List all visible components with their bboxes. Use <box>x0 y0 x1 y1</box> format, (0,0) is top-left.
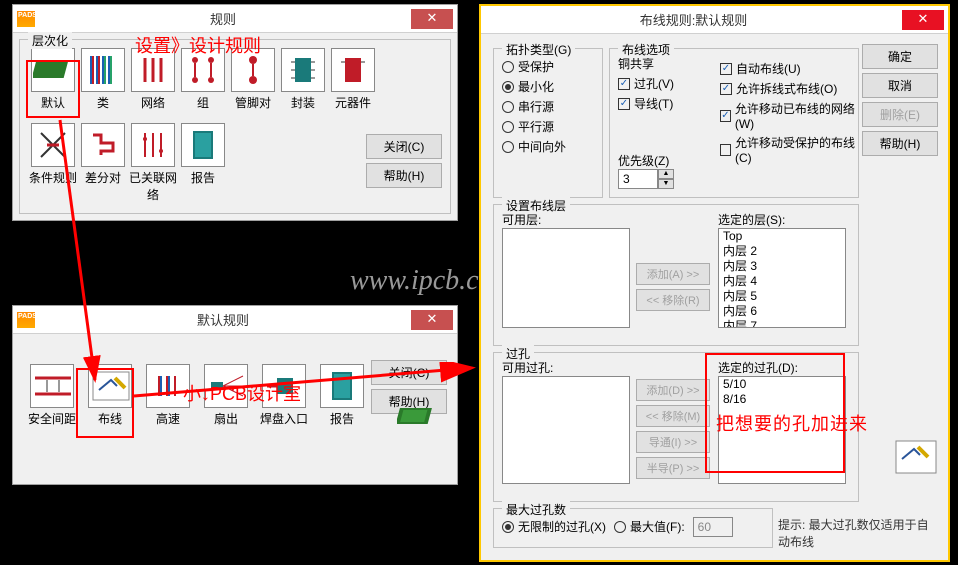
ok-button[interactable]: 确定 <box>862 44 938 69</box>
max-vias-group: 最大过孔数 无限制的过孔(X) 最大值(F): <box>493 508 773 548</box>
remove-layer-button[interactable]: << 移除(R) <box>636 289 710 311</box>
rule-icon-布线[interactable] <box>88 364 132 408</box>
rule-label: 元器件 <box>328 94 378 111</box>
maxval-input[interactable] <box>693 517 733 537</box>
titlebar: PADS 默认规则 ✕ <box>13 306 457 334</box>
help-button[interactable]: 帮助(H) <box>862 131 938 156</box>
routing-rules-dialog: 布线规则:默认规则 ✕ 确定 取消 删除(E) 帮助(H) 拓扑类型(G) 受保… <box>479 4 950 562</box>
topo-radio[interactable]: 中间向外 <box>502 138 594 155</box>
watermark-text: www.ipcb.cn <box>350 265 493 297</box>
rule-label: 焊盘入口 <box>255 410 313 427</box>
dialog-title: 布线规则:默认规则 <box>485 10 902 29</box>
hand-draw-icon <box>894 439 938 480</box>
pcb-chip-icon <box>397 404 437 433</box>
rule-label: 已关联网络 <box>128 169 178 203</box>
rule-label: 安全间距 <box>23 410 81 427</box>
dialog-title: 默认规则 <box>35 310 411 329</box>
ripup-checkbox[interactable]: 允许拆线式布线(O) <box>720 80 858 97</box>
group-label: 最大过孔数 <box>502 501 570 518</box>
close-icon[interactable]: ✕ <box>411 310 453 330</box>
dialog-title: 规则 <box>35 9 411 28</box>
close-button[interactable]: 关闭(C) <box>366 134 442 159</box>
close-icon[interactable]: ✕ <box>902 10 944 30</box>
rule-icon-报告[interactable] <box>320 364 364 408</box>
sel-layers-label: 选定的层(S): <box>718 211 846 228</box>
rule-icon-扇出[interactable] <box>204 364 248 408</box>
rule-label: 报告 <box>178 169 228 186</box>
add-via-button[interactable]: 添加(D) >> <box>636 379 710 401</box>
rule-label: 默认 <box>28 94 78 111</box>
rule-label: 封装 <box>278 94 328 111</box>
rule-icon-报告[interactable] <box>181 123 225 167</box>
rule-label: 差分对 <box>78 169 128 186</box>
delete-button[interactable]: 删除(E) <box>862 102 938 127</box>
group-label: 布线选项 <box>618 41 674 58</box>
close-icon[interactable]: ✕ <box>411 9 453 29</box>
shove-checkbox[interactable]: 允许移动已布线的网络(W) <box>720 100 858 131</box>
topo-radio[interactable]: 受保护 <box>502 58 594 75</box>
add-layer-button[interactable]: 添加(A) >> <box>636 263 710 285</box>
rule-icon-封装[interactable] <box>281 48 325 92</box>
vias-group: 过孔 可用过孔: 添加(D) >> << 移除(M) 导通(I) >> 半导(P… <box>493 352 859 502</box>
rule-label: 管脚对 <box>228 94 278 111</box>
routing-options-group: 布线选项 铜共享 过孔(V) 导线(T) 自动布线(U) 允许拆线式布线(O) … <box>609 48 859 198</box>
hint-text: 提示: 最大过孔数仅适用于自动布线 <box>778 516 938 550</box>
sel-vias-label: 选定的过孔(D): <box>718 359 846 376</box>
rule-label: 条件规则 <box>28 169 78 186</box>
priority-spinner[interactable]: ▲▼ <box>618 169 674 189</box>
rule-label: 类 <box>78 94 128 111</box>
rule-label: 网络 <box>128 94 178 111</box>
app-icon: PADS <box>17 312 35 328</box>
rule-icon-网络[interactable] <box>131 48 175 92</box>
unlimited-radio[interactable]: 无限制的过孔(X) <box>502 518 606 535</box>
titlebar: 布线规则:默认规则 ✕ <box>481 6 948 34</box>
partial-button[interactable]: 半导(P) >> <box>636 457 710 479</box>
rule-icon-类[interactable] <box>81 48 125 92</box>
protected-checkbox[interactable]: 允许移动受保护的布线(C) <box>720 134 858 165</box>
help-button[interactable]: 帮助(H) <box>366 163 442 188</box>
rule-icon-安全间距[interactable] <box>30 364 74 408</box>
rule-icon-已关联网络[interactable] <box>131 123 175 167</box>
rule-icon-条件规则[interactable] <box>31 123 75 167</box>
maxval-radio[interactable]: 最大值(F): <box>614 518 685 535</box>
remove-via-button[interactable]: << 移除(M) <box>636 405 710 427</box>
rule-icon-管脚对[interactable] <box>231 48 275 92</box>
rule-icon-默认[interactable] <box>31 48 75 92</box>
rule-icon-组[interactable] <box>181 48 225 92</box>
rule-icon-高速[interactable] <box>146 364 190 408</box>
titlebar: PADS 规则 ✕ <box>13 5 457 33</box>
rule-label: 扇出 <box>197 410 255 427</box>
cancel-button[interactable]: 取消 <box>862 73 938 98</box>
avail-layers-list[interactable] <box>502 228 630 328</box>
topology-group: 拓扑类型(G) 受保护最小化串行源平行源中间向外 <box>493 48 603 198</box>
avail-vias-list[interactable] <box>502 376 630 484</box>
rule-label: 报告 <box>313 410 371 427</box>
topo-radio[interactable]: 串行源 <box>502 98 594 115</box>
hierarchy-group: 层次化 默认类网络组管脚对封装元器件 关闭(C) 帮助(H) 条件规则差分对已关… <box>19 39 451 214</box>
layers-group: 设置布线层 可用层: 添加(A) >> << 移除(R) 选定的层(S): To… <box>493 204 859 346</box>
priority-label: 优先级(Z) <box>618 154 669 168</box>
sel-layers-list[interactable]: Top内层 2内层 3内层 4内层 5内层 6内层 7Bottom <box>718 228 846 328</box>
thru-button[interactable]: 导通(I) >> <box>636 431 710 453</box>
sel-vias-list[interactable]: 5/108/16 <box>718 376 846 484</box>
rule-label: 高速 <box>139 410 197 427</box>
rule-label: 布线 <box>81 410 139 427</box>
rule-icon-元器件[interactable] <box>331 48 375 92</box>
group-label: 拓扑类型(G) <box>502 41 575 58</box>
rule-icon-差分对[interactable] <box>81 123 125 167</box>
rule-icon-焊盘入口[interactable] <box>262 364 306 408</box>
topo-radio[interactable]: 平行源 <box>502 118 594 135</box>
rule-label: 组 <box>178 94 228 111</box>
rules-dialog: PADS 规则 ✕ 层次化 默认类网络组管脚对封装元器件 关闭(C) 帮助(H)… <box>12 4 458 221</box>
default-rules-dialog: PADS 默认规则 ✕ 安全间距布线高速扇出焊盘入口报告 关闭(C) 帮助(H) <box>12 305 458 485</box>
group-label: 设置布线层 <box>502 197 570 214</box>
group-label: 层次化 <box>28 32 72 49</box>
group-label: 过孔 <box>502 345 534 362</box>
topo-radio[interactable]: 最小化 <box>502 78 594 95</box>
autoroute-checkbox[interactable]: 自动布线(U) <box>720 60 858 77</box>
close-button[interactable]: 关闭(C) <box>371 360 447 385</box>
app-icon: PADS <box>17 11 35 27</box>
